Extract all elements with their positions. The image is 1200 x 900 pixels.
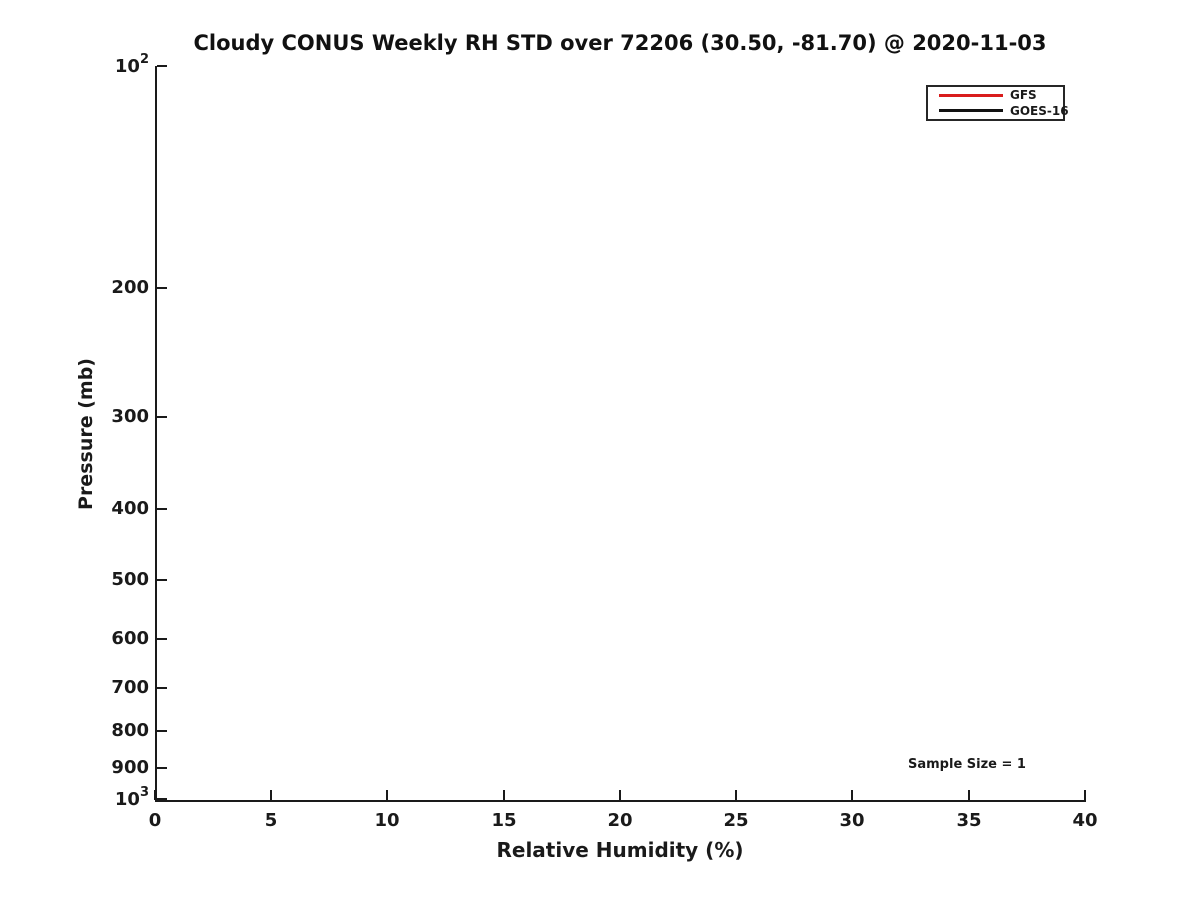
x-tick	[735, 790, 737, 800]
x-tick	[851, 790, 853, 800]
x-tick-label: 0	[148, 810, 162, 831]
y-tick	[157, 638, 167, 640]
y-tick	[157, 508, 167, 510]
y-tick-label-1000: 103	[74, 786, 149, 811]
x-tick	[619, 790, 621, 800]
x-tick-label: 5	[264, 810, 278, 831]
x-tick	[1084, 790, 1086, 800]
y-axis-spine	[155, 66, 157, 802]
y-tick	[157, 687, 167, 689]
x-tick-label: 10	[374, 810, 400, 831]
x-tick-label: 40	[1072, 810, 1098, 831]
y-tick-label-100: 102	[74, 53, 149, 78]
y-tick	[157, 798, 167, 800]
legend-label-gfs: GFS	[1010, 88, 1037, 103]
power-exponent: 2	[139, 52, 149, 67]
y-tick	[157, 579, 167, 581]
y-axis-label: Pressure (mb)	[75, 358, 97, 510]
y-tick-label: 500	[111, 569, 149, 590]
legend-item-goes16: GOES-16	[928, 104, 1069, 118]
y-tick	[157, 767, 167, 769]
y-tick	[157, 730, 167, 732]
x-tick-label: 30	[839, 810, 865, 831]
gfs-line-sample	[939, 93, 1003, 97]
y-tick	[157, 65, 167, 67]
y-tick-label: 200	[111, 277, 149, 298]
chart-title: Cloudy CONUS Weekly RH STD over 72206 (3…	[193, 31, 1047, 55]
x-tick-label: 25	[723, 810, 749, 831]
power-base: 10	[114, 789, 140, 810]
plot-area	[157, 66, 1085, 800]
x-tick	[154, 790, 156, 800]
x-axis-label: Relative Humidity (%)	[496, 838, 744, 862]
legend-label-goes16: GOES-16	[1010, 103, 1069, 118]
y-tick-label: 400	[111, 498, 149, 519]
y-tick	[157, 287, 167, 289]
x-tick-label: 20	[607, 810, 633, 831]
y-tick-label: 300	[111, 406, 149, 427]
sample-size-annotation: Sample Size = 1	[908, 757, 1026, 772]
y-tick-label: 900	[111, 757, 149, 778]
x-tick	[503, 790, 505, 800]
x-axis-spine	[155, 800, 1086, 802]
y-tick	[157, 416, 167, 418]
y-tick-label: 600	[111, 628, 149, 649]
x-tick	[968, 790, 970, 800]
goes16-line-sample	[939, 109, 1003, 113]
x-tick-label: 35	[956, 810, 982, 831]
x-tick	[270, 790, 272, 800]
y-tick-label: 700	[111, 677, 149, 698]
legend: GFS GOES-16	[926, 85, 1069, 121]
x-tick-label: 15	[491, 810, 517, 831]
power-base: 10	[114, 56, 140, 77]
y-tick-label: 800	[111, 720, 149, 741]
x-tick	[386, 790, 388, 800]
power-exponent: 3	[139, 785, 149, 800]
legend-item-gfs: GFS	[928, 88, 1063, 102]
